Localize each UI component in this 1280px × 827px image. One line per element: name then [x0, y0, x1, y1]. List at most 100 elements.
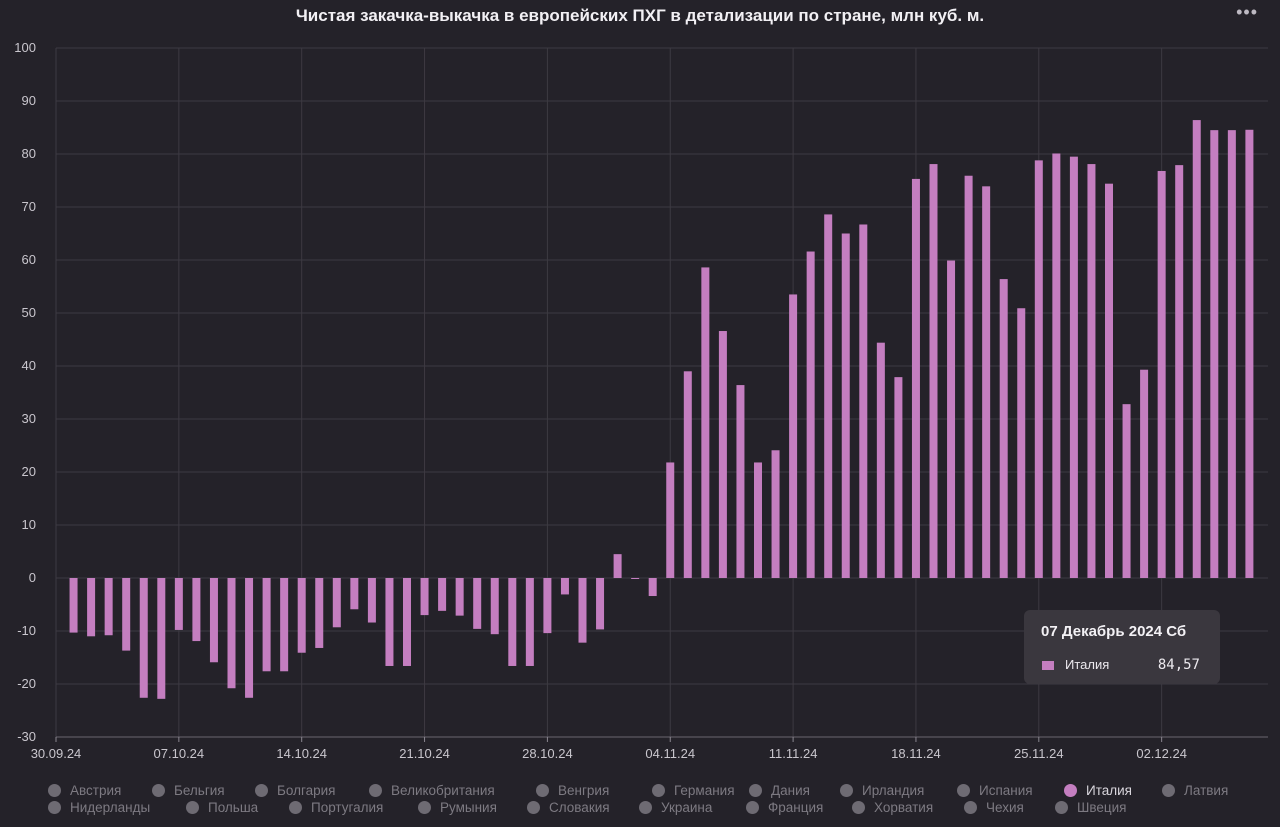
bar-2024-11-03[interactable] — [648, 578, 657, 597]
legend-item[interactable]: Дания — [749, 783, 840, 798]
bar-2024-11-27[interactable] — [1069, 156, 1078, 578]
x-tick-label: 04.11.24 — [645, 746, 695, 761]
legend-item[interactable]: Чехия — [964, 800, 1055, 815]
bar-2024-10-30[interactable] — [578, 578, 587, 643]
bar-2024-11-13[interactable] — [824, 214, 833, 579]
legend-item[interactable]: Австрия — [48, 783, 152, 798]
legend-item[interactable]: Польша — [186, 800, 289, 815]
bar-2024-10-10[interactable] — [227, 578, 236, 689]
bar-2024-11-05[interactable] — [683, 371, 692, 578]
bar-2024-10-12[interactable] — [262, 578, 271, 672]
bar-2024-10-26[interactable] — [508, 578, 517, 666]
bar-2024-11-16[interactable] — [876, 342, 885, 578]
bar-2024-11-06[interactable] — [701, 267, 710, 578]
legend-item[interactable]: Словакия — [527, 800, 639, 815]
bar-2024-11-19[interactable] — [929, 164, 938, 578]
bar-2024-11-29[interactable] — [1105, 183, 1113, 578]
legend-item[interactable]: Бельгия — [152, 783, 255, 798]
bar-2024-11-09[interactable] — [754, 462, 762, 578]
bar-2024-10-06[interactable] — [157, 578, 166, 699]
bar-2024-11-18[interactable] — [911, 178, 920, 578]
bar-2024-11-07[interactable] — [718, 331, 727, 578]
bar-2024-10-24[interactable] — [473, 578, 482, 629]
bar-2024-11-24[interactable] — [1017, 308, 1026, 578]
bar-2024-10-13[interactable] — [280, 578, 289, 672]
legend-item[interactable]: Хорватия — [852, 800, 964, 815]
bar-2024-10-07[interactable] — [174, 578, 183, 630]
more-horizontal-icon[interactable]: ••• — [1236, 2, 1258, 22]
bar-2024-11-30[interactable] — [1122, 404, 1131, 578]
bar-2024-10-31[interactable] — [596, 578, 605, 630]
bar-2024-10-28[interactable] — [543, 578, 552, 634]
legend-label: Украина — [661, 800, 713, 815]
legend-item[interactable]: Румыния — [418, 800, 527, 815]
bar-2024-12-05[interactable] — [1210, 130, 1219, 578]
bar-2024-10-17[interactable] — [350, 578, 359, 610]
bar-2024-10-04[interactable] — [122, 578, 131, 651]
bar-2024-12-01[interactable] — [1140, 369, 1149, 578]
bar-2024-10-15[interactable] — [315, 578, 324, 648]
bar-2024-10-25[interactable] — [490, 578, 499, 635]
bar-2024-10-23[interactable] — [455, 578, 464, 616]
legend-item[interactable]: Франция — [746, 800, 852, 815]
bar-2024-11-10[interactable] — [771, 450, 780, 578]
bar-2024-10-08[interactable] — [192, 578, 201, 642]
bar-2024-11-22[interactable] — [982, 186, 991, 578]
x-tick-label: 07.10.24 — [154, 746, 205, 761]
y-tick-label: 0 — [29, 570, 36, 585]
bar-2024-12-03[interactable] — [1175, 165, 1184, 578]
legend-item[interactable]: Германия — [652, 783, 749, 798]
bar-2024-11-17[interactable] — [894, 377, 903, 578]
bar-2024-10-02[interactable] — [87, 578, 96, 637]
legend-item[interactable]: Великобритания — [369, 783, 536, 798]
bar-2024-10-21[interactable] — [420, 578, 429, 616]
legend-item[interactable]: Испания — [957, 783, 1064, 798]
bar-2024-10-20[interactable] — [403, 578, 411, 666]
bar-2024-12-04[interactable] — [1192, 120, 1201, 578]
bar-2024-12-07[interactable] — [1245, 129, 1254, 579]
bar-2024-10-05[interactable] — [139, 578, 148, 698]
bar-2024-11-23[interactable] — [999, 279, 1008, 578]
bar-2024-10-03[interactable] — [104, 578, 113, 636]
bar-2024-11-21[interactable] — [964, 175, 973, 579]
bar-2024-10-18[interactable] — [367, 578, 376, 623]
bar-2024-11-25[interactable] — [1034, 160, 1043, 579]
bar-2024-10-27[interactable] — [525, 578, 534, 666]
bar-2024-10-29[interactable] — [560, 578, 569, 595]
bar-2024-11-01[interactable] — [613, 554, 622, 578]
bar-2024-12-06[interactable] — [1227, 130, 1236, 578]
bar-2024-11-11[interactable] — [789, 294, 798, 578]
bar-series-italy — [69, 120, 1254, 699]
bar-2024-10-16[interactable] — [332, 578, 341, 628]
bar-2024-12-02[interactable] — [1157, 170, 1166, 578]
bar-2024-11-26[interactable] — [1052, 153, 1061, 578]
bar-2024-10-01[interactable] — [69, 578, 78, 633]
bar-2024-10-11[interactable] — [245, 578, 254, 698]
bar-2024-11-04[interactable] — [666, 462, 675, 578]
legend-item[interactable]: Италия — [1064, 783, 1162, 798]
bar-2024-10-22[interactable] — [438, 578, 447, 611]
legend-item[interactable]: Швеция — [1055, 800, 1155, 815]
bar-2024-10-19[interactable] — [385, 578, 394, 666]
tooltip-series-swatch — [1042, 661, 1054, 670]
bar-2024-11-02[interactable] — [631, 578, 640, 579]
bar-2024-10-09[interactable] — [209, 578, 218, 663]
bar-2024-11-20[interactable] — [947, 260, 956, 578]
legend-item[interactable]: Нидерланды — [48, 800, 186, 815]
legend-item[interactable]: Латвия — [1162, 783, 1262, 798]
bar-2024-11-28[interactable] — [1087, 164, 1096, 578]
x-tick-label: 28.10.24 — [522, 746, 573, 761]
legend-item[interactable]: Украина — [639, 800, 746, 815]
legend-dot-icon — [289, 801, 302, 814]
legend-item[interactable]: Венгрия — [536, 783, 652, 798]
legend-dot-icon — [186, 801, 199, 814]
bar-2024-11-15[interactable] — [859, 224, 868, 579]
legend-item[interactable]: Португалия — [289, 800, 418, 815]
legend-item[interactable]: Болгария — [255, 783, 369, 798]
legend-item[interactable]: Ирландия — [840, 783, 957, 798]
bar-2024-11-14[interactable] — [841, 233, 850, 579]
bar-2024-11-12[interactable] — [806, 251, 815, 578]
bar-2024-10-14[interactable] — [297, 578, 306, 653]
bar-2024-11-08[interactable] — [736, 385, 745, 578]
